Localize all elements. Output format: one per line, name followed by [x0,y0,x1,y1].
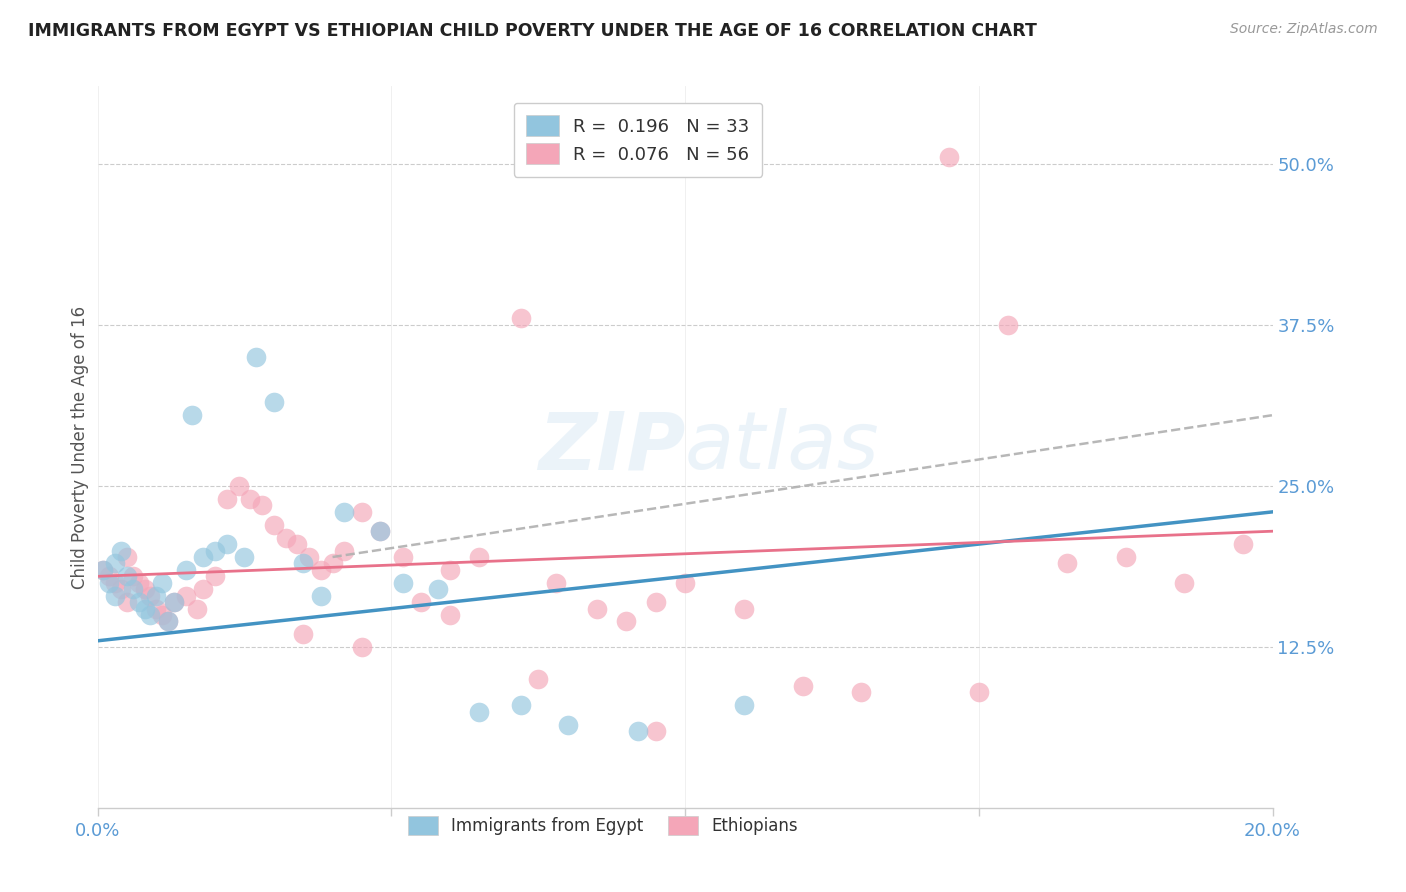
Point [104,589,127,603]
Legend: Immigrants from Egypt, Ethiopians: Immigrants from Egypt, Ethiopians [399,808,807,844]
Point [134,582,156,597]
Point [627,724,650,739]
Point [115,549,138,564]
Point [292,557,315,571]
Point [997,318,1019,332]
Point [285,537,308,551]
Point [1115,549,1137,564]
Point [733,698,755,713]
Point [233,549,256,564]
Point [215,537,238,551]
Point [186,601,208,615]
Point [468,549,491,564]
Point [128,595,150,609]
Point [115,569,138,583]
Point [215,491,238,506]
Point [98,569,121,583]
Point [792,679,814,693]
Point [333,543,356,558]
Point [614,615,637,629]
Point [174,589,197,603]
Point [150,575,173,590]
Point [274,531,297,545]
Point [239,491,262,506]
Point [644,595,666,609]
Text: Source: ZipAtlas.com: Source: ZipAtlas.com [1230,22,1378,37]
Point [104,575,127,590]
Point [527,673,550,687]
Point [93,563,115,577]
Point [115,595,138,609]
Point [544,575,567,590]
Point [392,575,415,590]
Point [673,575,696,590]
Point [509,311,531,326]
Point [368,524,391,539]
Point [145,601,167,615]
Point [263,395,285,409]
Point [193,549,215,564]
Text: ZIP: ZIP [537,409,685,486]
Point [93,563,115,577]
Point [193,582,215,597]
Point [245,350,267,364]
Point [110,582,132,597]
Point [263,517,285,532]
Point [938,150,960,164]
Point [139,607,162,622]
Point [644,724,666,739]
Point [392,549,415,564]
Point [110,543,132,558]
Point [228,479,250,493]
Point [157,615,180,629]
Point [439,563,461,577]
Point [298,549,321,564]
Point [104,557,127,571]
Point [145,589,167,603]
Point [309,563,332,577]
Point [350,505,373,519]
Point [439,607,461,622]
Point [967,685,990,699]
Point [204,569,226,583]
Point [163,595,186,609]
Point [309,589,332,603]
Text: atlas: atlas [685,409,880,486]
Point [468,705,491,719]
Point [150,607,173,622]
Point [557,717,579,731]
Text: IMMIGRANTS FROM EGYPT VS ETHIOPIAN CHILD POVERTY UNDER THE AGE OF 16 CORRELATION: IMMIGRANTS FROM EGYPT VS ETHIOPIAN CHILD… [28,22,1038,40]
Point [292,627,315,641]
Point [333,505,356,519]
Point [350,640,373,655]
Point [851,685,873,699]
Point [250,499,273,513]
Point [121,582,143,597]
Point [98,575,121,590]
Point [427,582,450,597]
Point [409,595,432,609]
Point [733,601,755,615]
Point [1173,575,1195,590]
Point [128,575,150,590]
Point [121,569,143,583]
Point [322,557,344,571]
Point [157,615,180,629]
Point [586,601,609,615]
Point [368,524,391,539]
Point [509,698,531,713]
Point [134,601,156,615]
Point [163,595,186,609]
Point [1056,557,1078,571]
Point [1232,537,1254,551]
Point [139,589,162,603]
Point [180,408,202,422]
Point [174,563,197,577]
Y-axis label: Child Poverty Under the Age of 16: Child Poverty Under the Age of 16 [72,306,89,589]
Point [204,543,226,558]
